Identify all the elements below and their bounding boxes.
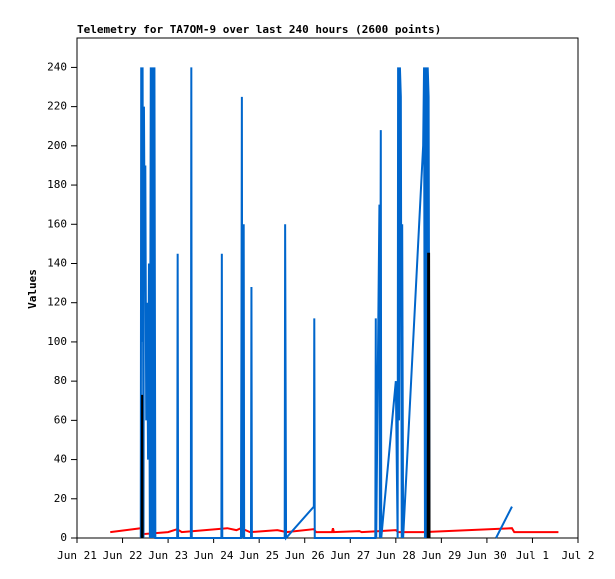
x-tick-label: Jun 29 — [421, 549, 461, 562]
y-axis-label: Values — [26, 269, 39, 309]
series-line — [140, 252, 431, 539]
x-tick-label: Jun 27 — [330, 549, 370, 562]
x-tick-label: Jun 21 — [57, 549, 97, 562]
y-tick-label: 0 — [60, 531, 67, 544]
y-tick-label: 60 — [54, 413, 67, 426]
y-tick-label: 180 — [47, 178, 67, 191]
y-tick-label: 100 — [47, 335, 67, 348]
y-tick-label: 40 — [54, 453, 67, 466]
x-tick-label: Jun 25 — [239, 549, 279, 562]
y-tick-label: 220 — [47, 100, 67, 113]
y-tick-label: 160 — [47, 217, 67, 230]
y-tick-label: 120 — [47, 296, 67, 309]
x-tick-label: Jun 24 — [194, 549, 234, 562]
chart-title: Telemetry for TA7OM-9 over last 240 hour… — [77, 23, 441, 36]
x-tick-label: Jul 1 — [516, 549, 549, 562]
y-tick-label: 200 — [47, 139, 67, 152]
x-tick-label: Jun 23 — [148, 549, 188, 562]
x-tick-label: Jun 30 — [467, 549, 507, 562]
y-tick-label: 80 — [54, 374, 67, 387]
y-tick-label: 240 — [47, 60, 67, 73]
x-tick-label: Jun 26 — [285, 549, 325, 562]
series-line — [139, 67, 513, 541]
y-tick-label: 20 — [54, 492, 67, 505]
y-tick-label: 140 — [47, 256, 67, 269]
x-tick-label: Jul 2 — [561, 549, 594, 562]
x-tick-label: Jun 22 — [103, 549, 143, 562]
x-tick-label: Jun 28 — [376, 549, 416, 562]
